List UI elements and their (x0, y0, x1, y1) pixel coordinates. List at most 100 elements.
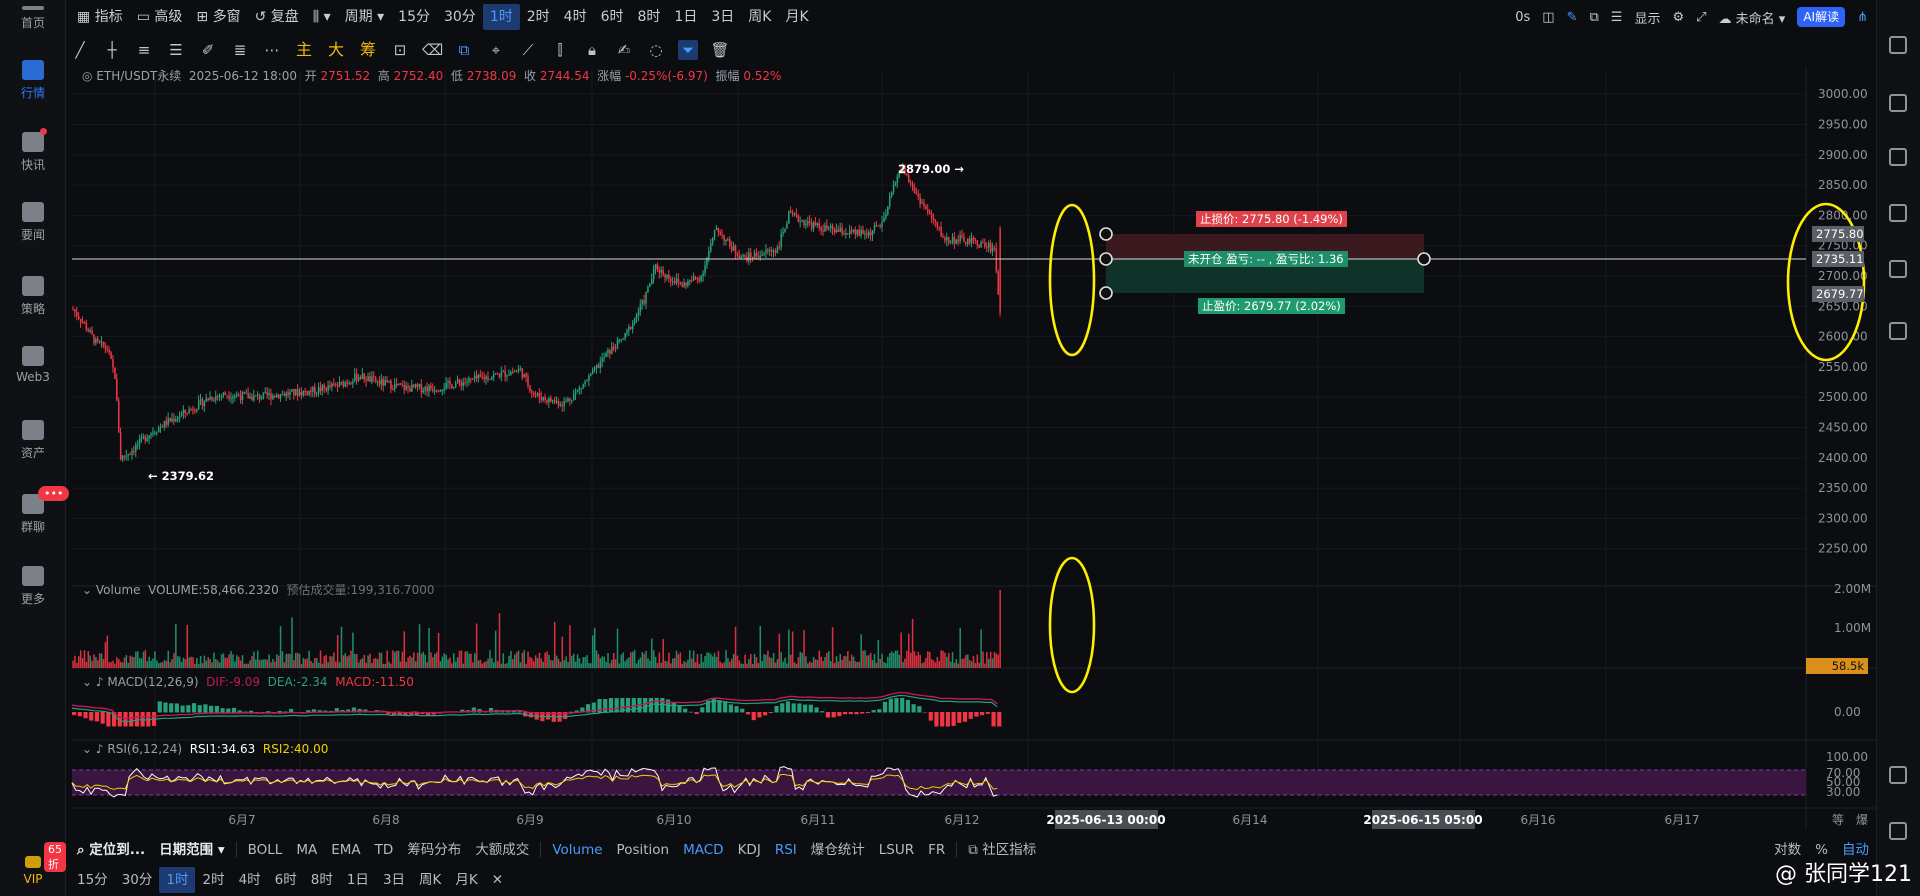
eraser-icon[interactable]: ⌫ (422, 41, 444, 59)
stop-loss-label[interactable]: 止损价: 2775.80 (-1.49%) (1196, 211, 1347, 227)
settings-icon[interactable]: ⚙ (1672, 9, 1685, 25)
edit-icon[interactable]: ✍ (617, 41, 631, 59)
fib-icon[interactable]: ☰ (169, 41, 183, 59)
layout-name-button[interactable]: ☁ 未命名 ▾ (1718, 11, 1786, 27)
nav-item-3[interactable]: 要闻 (0, 202, 66, 243)
list-icon[interactable]: ☰ (1610, 9, 1623, 25)
sub-indicator-tab[interactable]: RSI (774, 842, 797, 858)
replay-button[interactable]: ↺ 复盘 (254, 9, 299, 25)
interval-tab[interactable]: 月K (785, 9, 809, 25)
chip-button[interactable]: 筹 (359, 40, 376, 59)
filter-icon[interactable]: ⏷ (678, 40, 698, 60)
interval-tab[interactable]: 3日 (711, 9, 735, 25)
period-button[interactable]: 周期 ▾ (344, 9, 385, 25)
bar-chart-icon[interactable] (1889, 148, 1907, 166)
interval-tab[interactable]: 8时 (310, 872, 333, 888)
interval-tab[interactable]: 3日 (382, 872, 406, 888)
nav-item-7[interactable]: 群聊 (0, 494, 66, 535)
camera-icon[interactable]: ◫ (1542, 9, 1555, 25)
indicators-button[interactable]: ▦ 指标 (77, 9, 123, 25)
share-icon[interactable]: ⋔ (1857, 9, 1868, 25)
interval-tab[interactable]: 2时 (526, 9, 550, 25)
display-button[interactable]: 显示 (1634, 11, 1661, 27)
nav-item-1[interactable]: 行情 (0, 60, 66, 101)
main-force-button[interactable]: 主 (295, 40, 312, 59)
more-tools-icon[interactable]: ⋯ (264, 41, 280, 59)
date-range-button[interactable]: 日期范围 ▾ (159, 842, 225, 858)
eye-icon[interactable]: ◎ (82, 69, 93, 83)
sub-indicator-tab[interactable]: Volume (552, 842, 603, 858)
interval-tab[interactable]: 4时 (563, 9, 587, 25)
scale-option[interactable]: 对数 (1774, 842, 1802, 858)
magnet-icon[interactable]: ⊡ (393, 41, 407, 59)
interval-tab[interactable]: 1日 (674, 9, 698, 25)
sub-indicator-tab[interactable]: Position (616, 842, 670, 858)
nav-item-4[interactable]: 策略 (0, 276, 66, 317)
interval-tab[interactable]: 1日 (346, 872, 369, 888)
collapse-icon[interactable]: ⌄ (82, 675, 93, 689)
document-icon[interactable] (1889, 36, 1907, 54)
position-status-label[interactable]: 未开仓 盈亏: -- , 盈亏比: 1.36 (1184, 251, 1348, 267)
chart-type-button[interactable]: ⫼ ▾ (312, 9, 331, 25)
sub-indicator-tab[interactable]: 爆仓统计 (810, 842, 865, 858)
interval-tab[interactable]: 6时 (600, 9, 624, 25)
horizontal-line-icon[interactable]: ┼ (107, 41, 117, 59)
eth-icon[interactable] (1889, 260, 1907, 278)
hide-icon[interactable]: ◌ (649, 41, 663, 59)
interval-tab[interactable]: 30分 (121, 872, 153, 888)
advanced-button[interactable]: ▭ 高级 (136, 9, 183, 25)
ruler-icon[interactable]: ⌖ (491, 41, 501, 59)
trend-line-icon[interactable]: ╱ (75, 41, 85, 59)
bell-icon[interactable]: ♪ (95, 742, 104, 756)
collapse-icon[interactable]: ⌄ (82, 583, 93, 597)
main-indicator-tab[interactable]: TD (374, 842, 394, 858)
ai-analysis-button[interactable]: AI解读 (1797, 7, 1846, 27)
interval-tab[interactable]: 月K (455, 872, 478, 888)
panel-icon[interactable] (1889, 766, 1907, 784)
candle-pattern-icon[interactable]: ⫿ (557, 41, 563, 59)
take-profit-label[interactable]: 止盈价: 2679.77 (2.02%) (1198, 298, 1345, 314)
candle-icon[interactable] (1889, 204, 1907, 222)
sub-indicator-tab[interactable]: KDJ (737, 842, 761, 858)
interval-tab[interactable]: 周K (419, 872, 442, 888)
interval-tab[interactable]: 6时 (274, 872, 297, 888)
lock-icon[interactable]: 🔒︎ (588, 41, 596, 59)
main-indicator-tab[interactable]: BOLL (247, 842, 283, 858)
main-indicator-tab[interactable]: 筹码分布 (407, 842, 462, 858)
fullscreen-icon[interactable]: ⤢ (1696, 9, 1707, 25)
popout-icon[interactable]: ⧉ (1589, 9, 1599, 25)
nav-item-0[interactable]: 首页 (0, 6, 66, 31)
bell-icon[interactable]: ♪ (95, 675, 104, 689)
nav-item-5[interactable]: Web3 (0, 346, 66, 384)
brush-icon[interactable]: ✐ (201, 41, 215, 59)
scale-option[interactable]: % (1815, 842, 1828, 858)
pen-icon[interactable]: ✎ (1566, 9, 1578, 25)
sub-indicator-tab[interactable]: LSUR (878, 842, 915, 858)
interval-tab[interactable]: 1时 (482, 4, 520, 30)
interval-tab[interactable]: 30分 (443, 9, 476, 25)
collapse-icon[interactable]: ⌄ (82, 742, 93, 756)
scale-option[interactable]: 自动 (1842, 842, 1869, 858)
interval-tab[interactable]: 15分 (398, 9, 430, 25)
line-chart-icon[interactable] (1889, 94, 1907, 112)
copy-icon[interactable]: ⧉ (458, 41, 470, 59)
parallel-channel-icon[interactable]: ≡ (137, 41, 151, 59)
measure-icon[interactable]: ⟋ (522, 41, 534, 59)
interval-tab[interactable]: 周K (748, 9, 772, 25)
refresh-icon[interactable] (1889, 322, 1907, 340)
interval-tab[interactable]: 1时 (159, 867, 196, 893)
interval-tab[interactable]: 4时 (238, 872, 261, 888)
big-order-button[interactable]: 大 (327, 40, 344, 59)
community-indicators-button[interactable]: ⧉ 社区指标 (968, 842, 1037, 858)
locate-button[interactable]: ⌕ 定位到... (77, 842, 146, 858)
gann-icon[interactable]: ≣ (233, 41, 247, 59)
multi-window-button[interactable]: ⊞ 多窗 (196, 9, 241, 25)
nav-item-6[interactable]: 资产 (0, 420, 66, 461)
interval-tab[interactable]: 2时 (202, 872, 225, 888)
sub-indicator-tab[interactable]: MACD (683, 842, 724, 858)
main-indicator-tab[interactable]: MA (296, 842, 318, 858)
vip-button[interactable]: VIP (0, 856, 66, 886)
nav-item-2[interactable]: 快讯 (0, 132, 66, 173)
main-indicator-tab[interactable]: 大额成交 (475, 842, 530, 858)
